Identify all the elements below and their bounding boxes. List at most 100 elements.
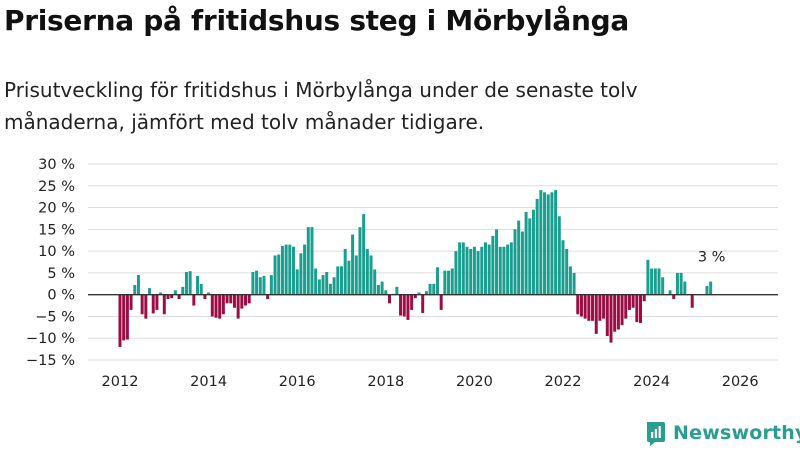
bar (565, 248, 569, 295)
bar (605, 294, 609, 337)
bar (136, 275, 140, 295)
bar (229, 294, 233, 304)
bar (325, 272, 329, 295)
bar (483, 242, 487, 295)
x-axis-ticks: 2012 2014 2016 2018 2020 2022 2024 2026 (102, 374, 759, 390)
bar (258, 277, 262, 295)
bar (376, 285, 380, 295)
chart-title: Priserna på fritidshus steg i Mörbylånga (4, 4, 629, 37)
x-tick-label: 2016 (279, 374, 316, 390)
y-tick-label: 15 % (38, 222, 75, 238)
bar (531, 209, 535, 295)
bar (129, 294, 133, 310)
bar (646, 259, 650, 295)
bar (133, 285, 137, 295)
bar (365, 248, 369, 295)
bar (292, 246, 295, 295)
y-tick-label: 10 % (38, 244, 75, 260)
x-tick-label: 2020 (456, 374, 493, 390)
bar (343, 248, 347, 295)
bar (144, 294, 148, 319)
x-tick-label: 2024 (633, 374, 670, 390)
y-tick-label: 30 % (38, 157, 75, 173)
bar (184, 272, 188, 295)
bar (410, 294, 414, 310)
bar (528, 218, 532, 295)
bar (609, 294, 613, 343)
bar (207, 292, 211, 295)
bar (661, 277, 665, 295)
bar (140, 294, 144, 315)
bar (543, 192, 547, 295)
bar (380, 281, 384, 295)
bar (561, 240, 565, 295)
y-tick-label: −15 % (26, 353, 75, 369)
bar (240, 294, 244, 309)
bar (269, 275, 273, 295)
bar (347, 260, 351, 295)
latest-value-annotation: 3 % (698, 250, 726, 266)
bar (369, 255, 373, 295)
bar (284, 244, 288, 295)
bar (424, 291, 428, 295)
bar (277, 254, 281, 295)
x-tick-label: 2018 (367, 374, 404, 390)
brand-logo[interactable]: Newsworthy (645, 419, 800, 447)
bar (354, 255, 358, 295)
bar (125, 294, 129, 340)
bar (627, 294, 631, 310)
bar (650, 268, 654, 295)
bar (509, 242, 513, 295)
bar (432, 283, 436, 295)
bar (642, 294, 646, 302)
bar (579, 294, 583, 317)
bar (402, 294, 406, 317)
bar (631, 294, 635, 308)
bar (450, 268, 454, 295)
bar (675, 272, 679, 295)
bar (417, 292, 421, 295)
bar (421, 294, 425, 313)
bar (192, 294, 196, 306)
bar (373, 269, 377, 295)
bar-series (118, 190, 713, 347)
bar (517, 220, 521, 295)
bar (498, 246, 502, 295)
bar (306, 227, 310, 295)
bar (303, 244, 307, 295)
bar (443, 270, 447, 295)
bar (177, 294, 181, 300)
bar (244, 294, 248, 306)
bar (568, 266, 572, 295)
y-axis-ticks: 30 % 25 % 20 % 15 % 10 % 5 % 0 % −5 % −10 % −15 % (26, 157, 75, 369)
bar (557, 216, 561, 295)
bar (472, 246, 476, 295)
bar (351, 234, 355, 295)
bar (435, 267, 439, 295)
bar (705, 285, 709, 295)
bar (524, 211, 528, 295)
bar (399, 294, 403, 316)
bar (181, 286, 185, 295)
bar (299, 253, 303, 295)
y-tick-label: −5 % (35, 309, 75, 325)
bar (332, 277, 336, 295)
bar (469, 248, 473, 295)
bar (458, 242, 462, 295)
bar (266, 294, 270, 300)
bar (340, 266, 343, 295)
bar (683, 281, 687, 295)
bar (314, 268, 318, 295)
bar (546, 194, 550, 295)
x-tick-label: 2012 (102, 374, 139, 390)
bar (162, 294, 166, 315)
bar (221, 294, 225, 315)
bar (170, 294, 174, 299)
bar (576, 294, 580, 315)
bar (465, 246, 469, 295)
bar (476, 251, 480, 295)
bar (214, 294, 218, 318)
bar (572, 272, 576, 295)
bar (439, 294, 443, 310)
bar (502, 246, 506, 295)
